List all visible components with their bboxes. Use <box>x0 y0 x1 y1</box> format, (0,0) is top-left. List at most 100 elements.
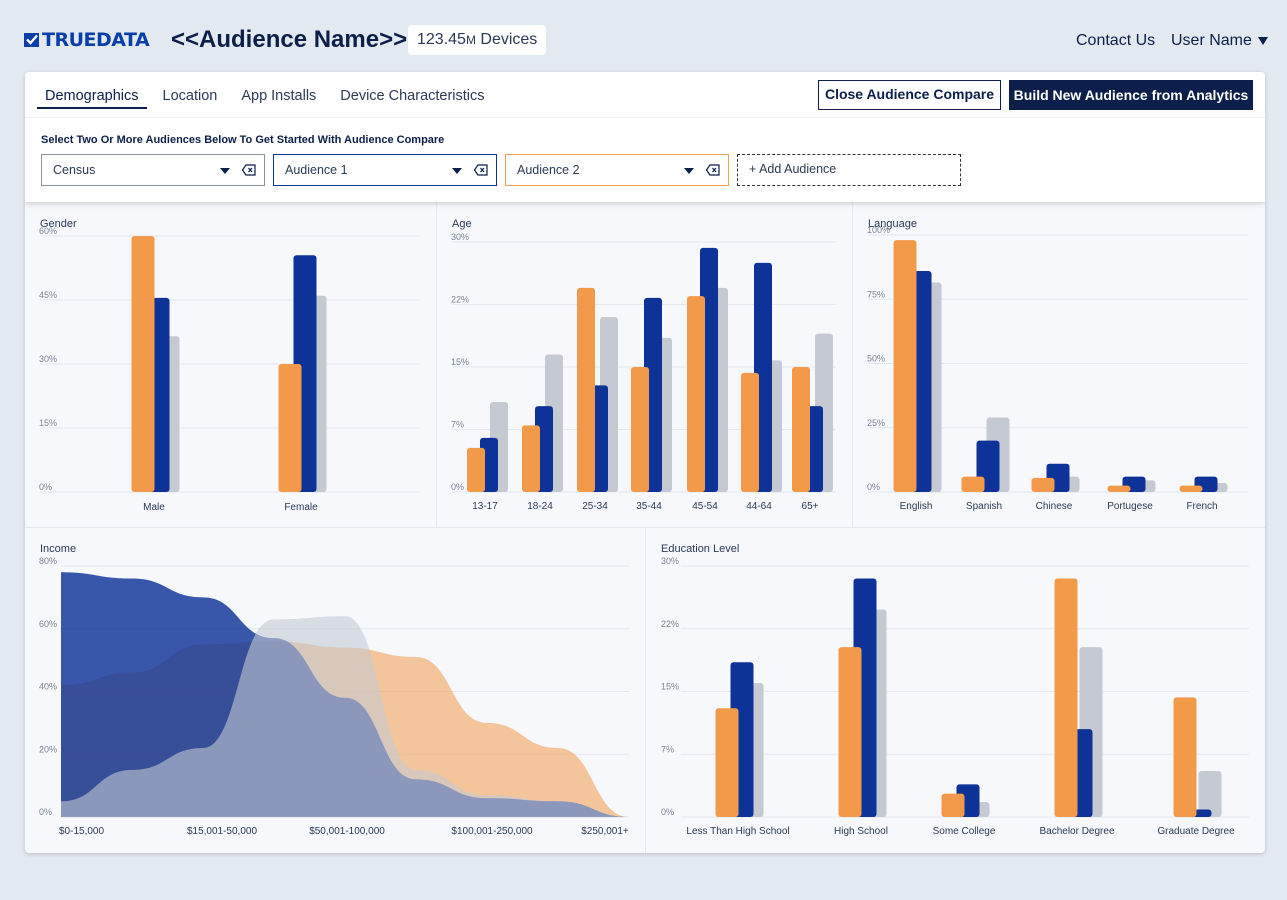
charts-canvas: 0% 15% 30% 45% 60% Male Female 0% 7% 15% 22% 30% 13-… <box>39 225 1249 837</box>
tab-device-characteristics[interactable]: Device Characteristics <box>340 88 485 104</box>
chevron-down-icon[interactable] <box>452 168 462 174</box>
x-tick-label: Female <box>284 502 318 513</box>
y-tick-label: 7% <box>661 744 674 754</box>
user-name-label: User Name <box>1171 32 1252 49</box>
y-tick-label: 60% <box>39 226 57 236</box>
y-tick-label: 15% <box>661 682 679 692</box>
close-compare-button[interactable]: Close Audience Compare <box>818 80 1001 110</box>
user-menu[interactable]: User Name <box>1171 32 1269 50</box>
y-tick-label: 0% <box>451 482 464 492</box>
bar <box>1179 485 1203 492</box>
brand-logo[interactable]: TRUEDATA <box>24 29 150 51</box>
tab-bar: Demographics Location App Installs Devic… <box>37 72 501 118</box>
income-chart-title: Income <box>40 543 77 555</box>
bar <box>522 425 540 492</box>
x-tick-label: Less Than High School <box>686 826 789 837</box>
bar <box>278 364 302 492</box>
brand-name: TRUEDATA <box>42 29 150 51</box>
logo-check-icon <box>24 33 39 47</box>
analytics-panel: Demographics Location App Installs Devic… <box>25 72 1265 853</box>
bar <box>961 476 985 492</box>
x-tick-label: $50,001-100,000 <box>309 826 385 837</box>
y-tick-label: 0% <box>39 482 52 492</box>
x-tick-label: 18-24 <box>527 501 553 512</box>
y-tick-label: 25% <box>867 418 885 428</box>
bar <box>741 372 759 492</box>
x-tick-label: Spanish <box>966 501 1002 512</box>
bar <box>1173 697 1197 817</box>
x-tick-label: Bachelor Degree <box>1039 826 1114 837</box>
y-tick-label: 30% <box>39 354 57 364</box>
x-tick-label: $250,001+ <box>581 826 629 837</box>
bar <box>893 240 917 492</box>
y-tick-label: 7% <box>451 420 464 430</box>
y-tick-label: 75% <box>867 289 885 299</box>
x-tick-label: French <box>1186 501 1217 512</box>
bar <box>687 296 705 492</box>
x-tick-label: Male <box>143 502 165 513</box>
x-tick-label: English <box>900 501 933 512</box>
chevron-down-icon[interactable] <box>220 168 230 174</box>
x-tick-label: Portugese <box>1107 501 1153 512</box>
x-tick-label: 25-34 <box>582 501 608 512</box>
build-new-audience-button[interactable]: Build New Audience from Analytics <box>1009 80 1253 110</box>
bar <box>467 447 485 492</box>
device-count-badge: 123.45M Devices <box>408 25 547 55</box>
y-tick-label: 30% <box>661 556 679 566</box>
divider <box>852 202 853 527</box>
x-tick-label: 13-17 <box>472 501 498 512</box>
contact-us-link[interactable]: Contact Us <box>1076 32 1156 49</box>
education-chart-title: Education Level <box>661 543 740 555</box>
y-tick-label: 15% <box>39 418 57 428</box>
tab-app-installs[interactable]: App Installs <box>241 88 317 104</box>
y-tick-label: 45% <box>39 290 57 300</box>
device-count-label: Devices <box>480 31 538 48</box>
x-tick-label: 35-44 <box>636 501 662 512</box>
bar <box>715 708 739 817</box>
bar <box>1107 485 1131 492</box>
y-tick-label: 80% <box>39 556 57 566</box>
y-tick-label: 0% <box>661 807 674 817</box>
audience-2-select-value: Audience 2 <box>517 163 580 177</box>
y-tick-label: 60% <box>39 619 57 629</box>
top-bar: TRUEDATA <<Audience Name>> 123.45M Devic… <box>0 0 1287 72</box>
audience-2-select[interactable]: Audience 2 <box>505 154 729 186</box>
tab-divider <box>25 117 1265 118</box>
x-tick-label: Graduate Degree <box>1157 826 1235 837</box>
x-tick-label: Chinese <box>1036 501 1073 512</box>
clear-icon[interactable] <box>706 164 720 176</box>
clear-icon[interactable] <box>242 164 256 176</box>
bar <box>792 367 810 492</box>
caret-down-icon <box>1258 37 1269 45</box>
census-select[interactable]: Census <box>41 154 265 186</box>
divider <box>645 527 646 853</box>
x-tick-label: High School <box>834 826 888 837</box>
divider <box>436 202 437 527</box>
audience-1-select[interactable]: Audience 1 <box>273 154 497 186</box>
y-tick-label: 50% <box>867 354 885 364</box>
bar <box>131 236 155 492</box>
bar <box>1198 770 1222 817</box>
audience-1-select-value: Audience 1 <box>285 163 348 177</box>
x-tick-label: $0-15,000 <box>59 826 104 837</box>
y-tick-label: 100% <box>867 225 890 235</box>
add-audience-button[interactable]: + Add Audience <box>737 154 961 186</box>
y-tick-label: 30% <box>451 232 469 242</box>
y-tick-label: 0% <box>867 482 880 492</box>
tab-demographics[interactable]: Demographics <box>37 72 147 109</box>
gender-chart-title: Gender <box>40 218 77 230</box>
y-tick-label: 0% <box>39 807 52 817</box>
clear-icon[interactable] <box>474 164 488 176</box>
census-select-value: Census <box>53 163 96 177</box>
y-tick-label: 22% <box>451 295 469 305</box>
bar <box>1031 477 1055 492</box>
x-tick-label: Some College <box>933 826 996 837</box>
y-tick-label: 20% <box>39 744 57 754</box>
y-tick-label: 40% <box>39 682 57 692</box>
panel-header: Demographics Location App Installs Devic… <box>25 72 1265 202</box>
x-tick-label: $15,001-50,000 <box>187 826 258 837</box>
x-tick-label: 44-64 <box>746 501 772 512</box>
tab-location[interactable]: Location <box>162 88 218 104</box>
device-count-unit: M <box>465 33 476 47</box>
chevron-down-icon[interactable] <box>684 168 694 174</box>
